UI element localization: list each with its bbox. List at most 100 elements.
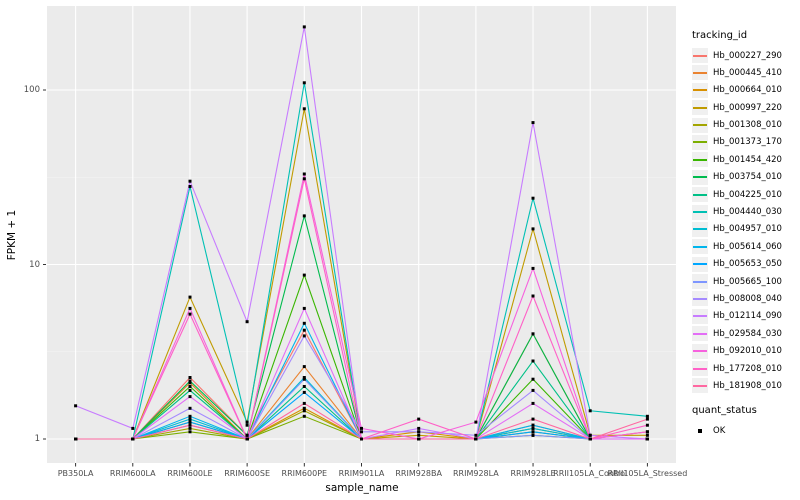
legend-key (692, 134, 708, 150)
legend-item-label: Hb_181908_010 (713, 380, 782, 391)
legend-item: Hb_004957_010 (692, 221, 798, 237)
legend-key (692, 274, 708, 290)
x-tick-label-RRIM600LE: RRIM600LE (167, 469, 213, 478)
legend-item: Hb_181908_010 (692, 378, 798, 394)
legend-item-label: Hb_005665_100 (713, 276, 782, 287)
legend-item-label: Hb_003754_010 (713, 172, 782, 183)
legend-line-swatch (693, 263, 707, 266)
legend-key (692, 65, 708, 81)
ok-marker-icon (698, 428, 702, 433)
y-tick-label: 10 (29, 259, 40, 270)
x-tick-label-RRIM600PE: RRIM600PE (281, 469, 328, 478)
y-tick-label: 100 (23, 85, 40, 95)
x-tick-label-RRII105LA_Control: RRII105LA_Control (553, 469, 628, 478)
legend-line-swatch (693, 332, 707, 335)
legend-key (692, 169, 708, 185)
quant-status-items: OK (692, 423, 798, 439)
legend-key (692, 326, 708, 342)
legend-line-swatch (693, 350, 707, 353)
quant-status-title: quant_status (692, 405, 757, 417)
x-tick-label-RRIM600SE: RRIM600SE (224, 469, 271, 478)
legend-line-swatch (693, 89, 707, 92)
legend-key (692, 291, 708, 307)
legend-item: Hb_092010_010 (692, 343, 798, 359)
legend-item: Hb_001308_010 (692, 117, 798, 133)
legend-item-label: Hb_177208_010 (713, 363, 782, 374)
quant-status-key (692, 423, 708, 439)
legend-item-label: Hb_012114_090 (713, 311, 782, 322)
legend-key (692, 256, 708, 272)
legend-line-swatch (693, 384, 707, 387)
legend-item: Hb_001373_170 (692, 134, 798, 150)
legend-item: Hb_005614_060 (692, 239, 798, 255)
legend-line-swatch (693, 71, 707, 74)
legend-item: Hb_005665_100 (692, 274, 798, 290)
legend-line-swatch (693, 367, 707, 370)
legend-item-label: Hb_005653_050 (713, 259, 782, 270)
legend-item: Hb_008008_040 (692, 291, 798, 307)
legend-line-swatch (693, 280, 707, 283)
legend-key (692, 152, 708, 168)
legend-item: Hb_000227_290 (692, 48, 798, 63)
legend-line-swatch (693, 228, 707, 231)
legend-item-label: Hb_004225_010 (713, 189, 782, 200)
x-tick-label-RRII105LA_Stressed: RRII105LA_Stressed (607, 469, 688, 478)
legend-item: Hb_004440_030 (692, 204, 798, 220)
legend-item: Hb_000997_220 (692, 100, 798, 116)
legend-item: Hb_000664_010 (692, 82, 798, 98)
legend-item: Hb_000445_410 (692, 65, 798, 81)
legend-line-swatch (693, 193, 707, 196)
x-tick-label-RRIM928LA: RRIM928LA (452, 469, 499, 478)
axis-ticks (43, 89, 648, 467)
quant-status-item: OK (692, 423, 798, 439)
x-tick-label-RRIM928BA: RRIM928BA (395, 469, 442, 478)
legend-item-label: Hb_001308_010 (713, 120, 782, 131)
legend-item-label: Hb_000997_220 (713, 102, 782, 113)
legend: tracking_id Hb_000227_290 Hb_000445_410 Hb… (692, 30, 798, 441)
quant-status-label: OK (713, 425, 726, 436)
x-tick-label-RRIM600LA: RRIM600LA (109, 469, 156, 478)
legend-line-swatch (693, 297, 707, 300)
x-tick-label-PB350LA: PB350LA (57, 469, 94, 478)
legend-item: Hb_001454_420 (692, 152, 798, 168)
legend-line-swatch (693, 124, 707, 127)
legend-line-swatch (693, 211, 707, 214)
legend-item-label: Hb_001454_420 (713, 154, 782, 165)
legend-key (692, 308, 708, 324)
legend-item: Hb_029584_030 (692, 326, 798, 342)
legend-item-label: Hb_092010_010 (713, 346, 782, 357)
legend-line-swatch (693, 106, 707, 109)
legend-key (692, 117, 708, 133)
legend-item: Hb_005653_050 (692, 256, 798, 272)
legend-key (692, 361, 708, 377)
legend-item: Hb_003754_010 (692, 169, 798, 185)
legend-item-label: Hb_005614_060 (713, 241, 782, 252)
legend-item-label: Hb_001373_170 (713, 137, 782, 148)
legend-key (692, 378, 708, 394)
legend-key (692, 48, 708, 63)
y-tick-label: 1 (34, 434, 40, 444)
x-tick-label-RRIM928LE: RRIM928LE (510, 469, 556, 478)
legend-item: Hb_177208_010 (692, 361, 798, 377)
legend-key (692, 187, 708, 203)
legend-line-swatch (693, 54, 707, 57)
legend-items: Hb_000227_290 Hb_000445_410 Hb_000664_010 H… (692, 48, 798, 394)
x-tick-label-RRIM901LA: RRIM901LA (338, 469, 385, 478)
legend-item-label: Hb_004957_010 (713, 224, 782, 235)
legend-key (692, 100, 708, 116)
legend-key (692, 343, 708, 359)
data-points (74, 25, 649, 441)
legend-line-swatch (693, 141, 707, 144)
legend-line-swatch (693, 315, 707, 318)
legend-key (692, 82, 708, 98)
legend-item: Hb_012114_090 (692, 308, 798, 324)
legend-key (692, 221, 708, 237)
legend-line-swatch (693, 176, 707, 179)
legend-item-label: Hb_000445_410 (713, 67, 782, 78)
legend-title: tracking_id (692, 30, 748, 41)
x-axis-title: sample_name (325, 482, 399, 494)
legend-item-label: Hb_029584_030 (713, 328, 782, 339)
legend-item-label: Hb_000227_290 (713, 50, 782, 61)
legend-key (692, 239, 708, 255)
